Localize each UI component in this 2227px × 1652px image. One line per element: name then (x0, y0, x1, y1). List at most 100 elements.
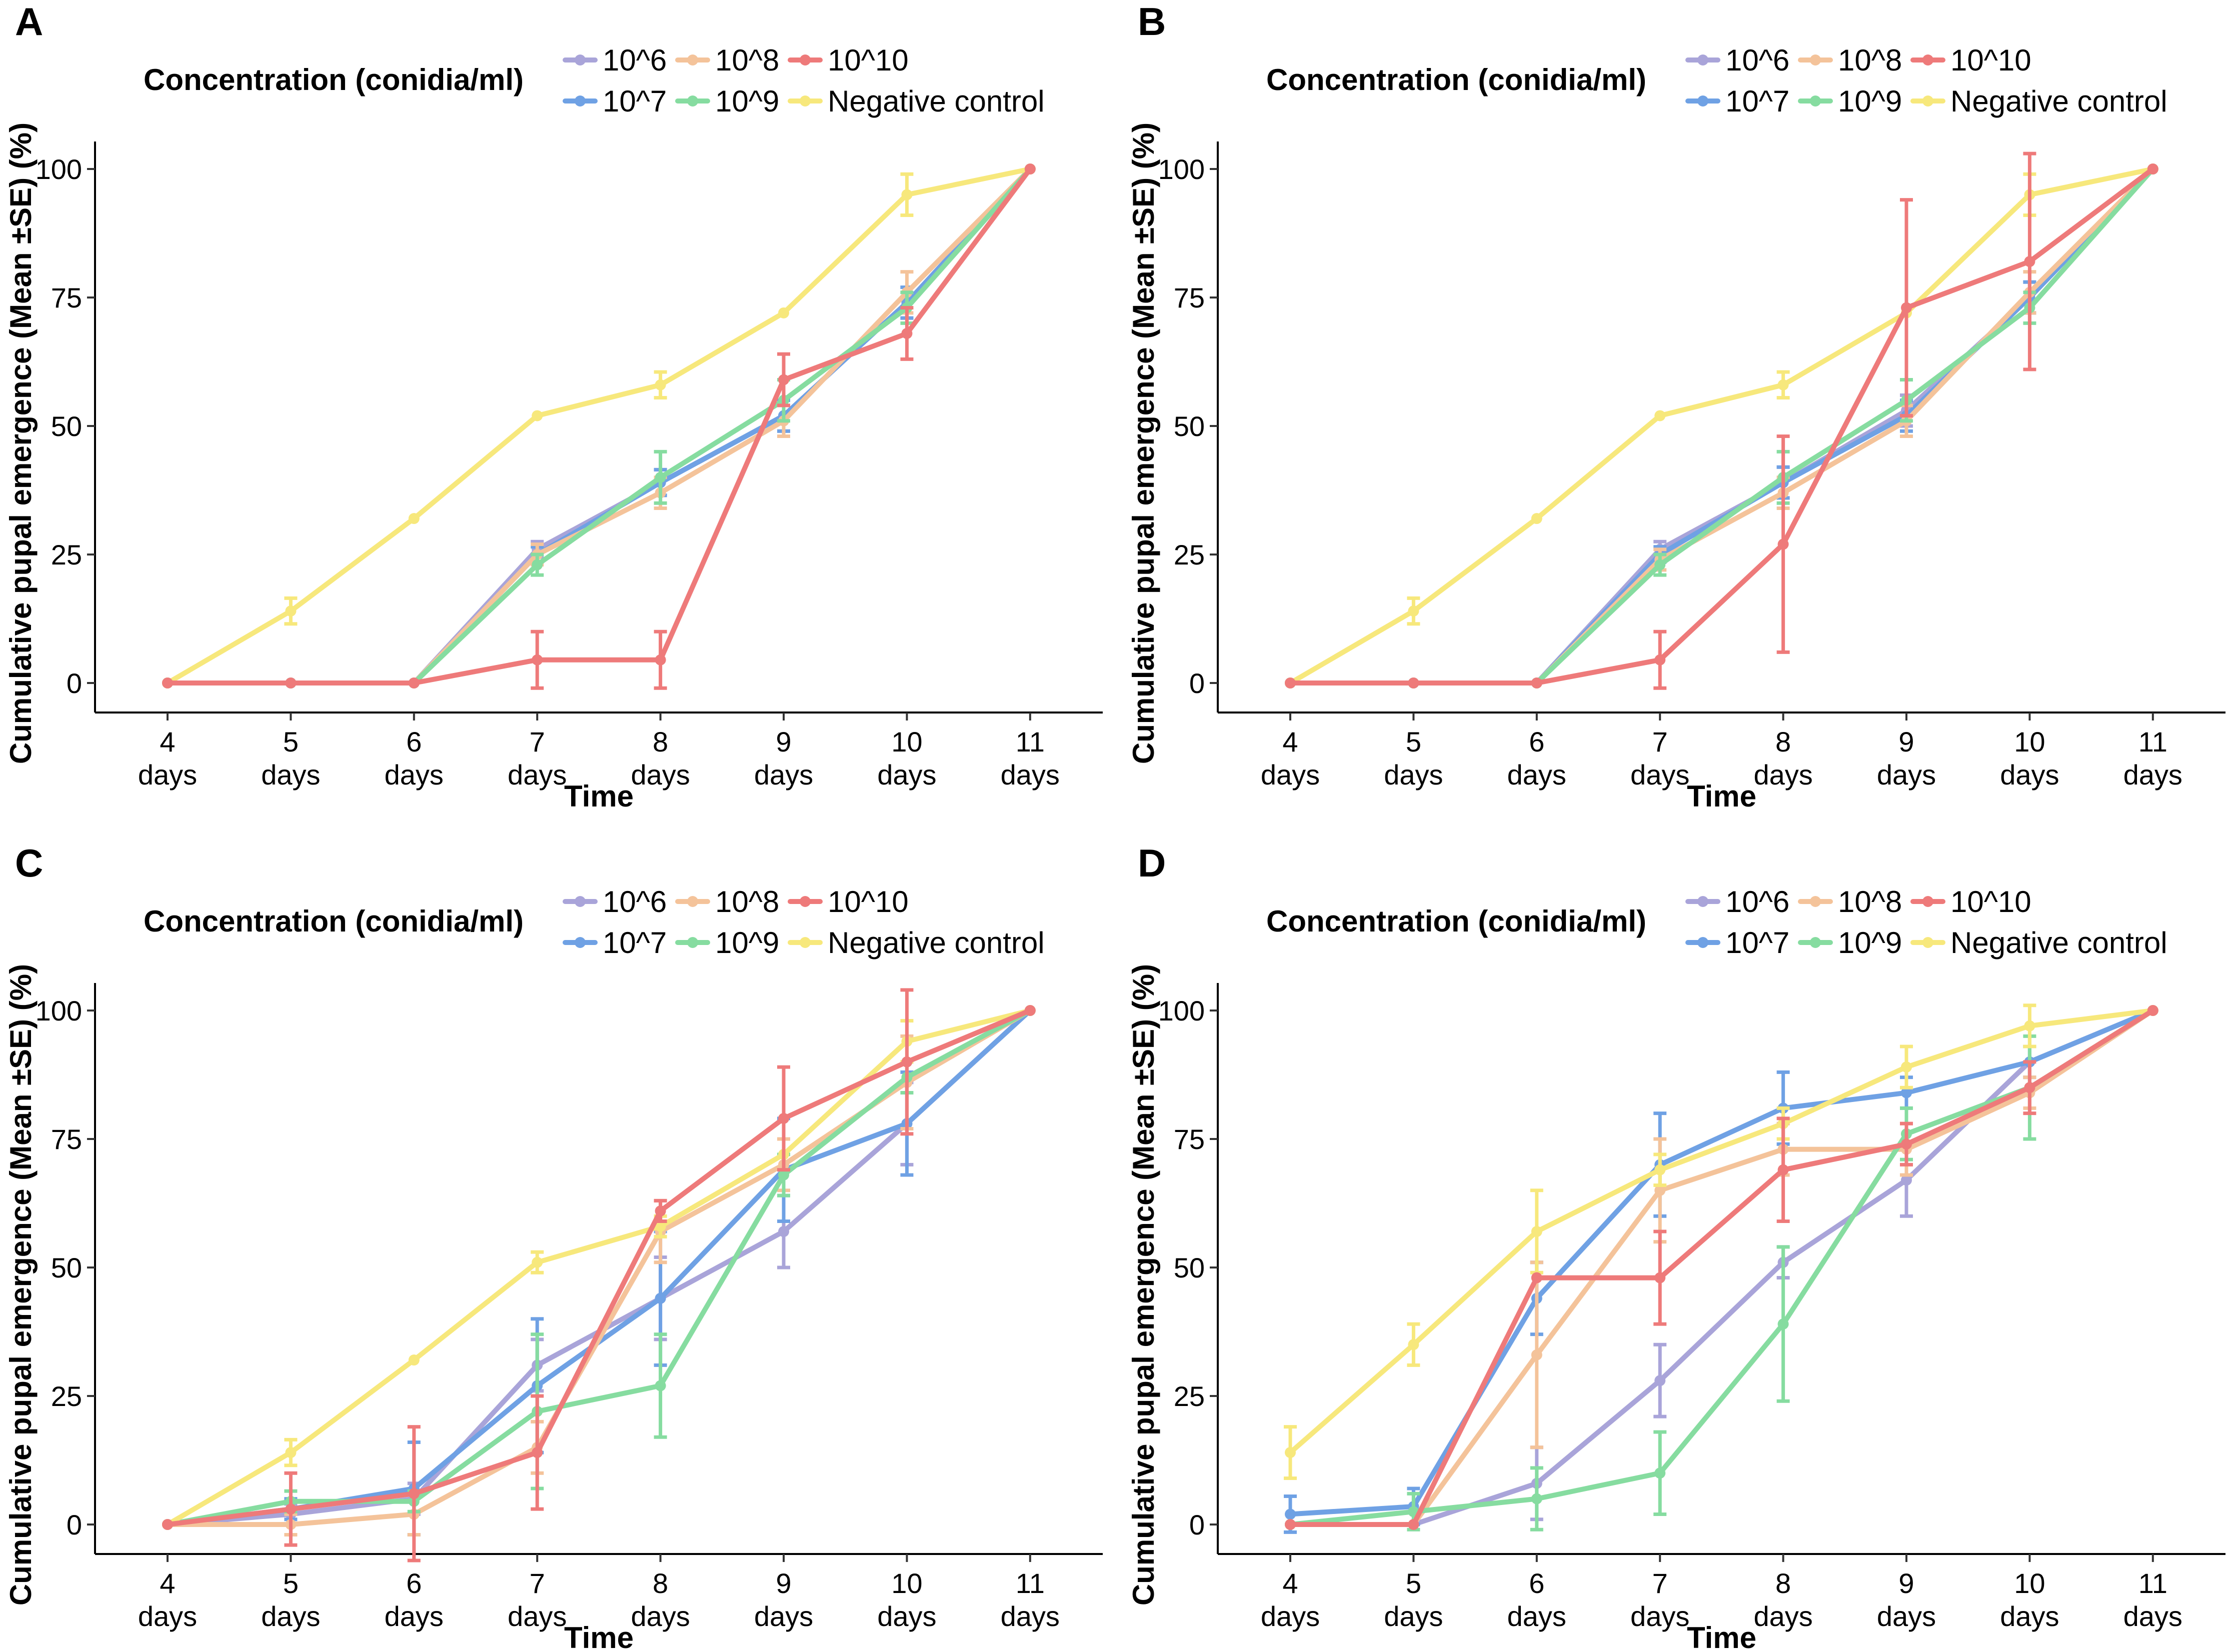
legend-key-point (1922, 896, 1933, 907)
x-tick-number: 11 (1016, 726, 1045, 758)
y-axis-title: Cumulative pupal emergence (Mean ±SE) (%… (4, 964, 38, 1606)
chart-panel-d: D Concentration (conidia/ml) 10^6 10^8 10^10… (1127, 841, 2225, 1652)
series-line (1288, 166, 2155, 686)
data-point (1531, 1226, 1542, 1238)
data-point (1654, 1468, 1666, 1479)
x-tick-unit: days (754, 1600, 813, 1632)
data-point (655, 1292, 666, 1304)
data-point (532, 559, 543, 570)
data-point (655, 472, 666, 483)
legend-entry: 10^10 (788, 44, 909, 77)
data-point (1531, 513, 1542, 524)
x-tick-label: 5 days (261, 1568, 320, 1632)
data-point (408, 1488, 420, 1500)
x-tick-unit: days (1877, 759, 1936, 790)
x-tick-number: 10 (2014, 726, 2045, 758)
x-axis-title: Time (1687, 780, 1756, 813)
legend-label: 10^10 (1950, 885, 2031, 918)
legend-entry: Negative control (788, 84, 1045, 118)
x-tick-label: 11 days (1001, 1568, 1060, 1632)
legend-label: 10^7 (603, 84, 667, 118)
x-tick-unit: days (2123, 1600, 2182, 1632)
x-tick-unit: days (138, 759, 197, 790)
legend-entry: 10^7 (563, 926, 667, 960)
series-negative-control (1285, 164, 2158, 688)
data-point (408, 1354, 420, 1366)
legend-label: 10^8 (715, 44, 779, 77)
x-tick-label: 4 days (1261, 1568, 1320, 1632)
legend-label: Negative control (828, 84, 1045, 118)
x-tick-unit: days (2000, 1600, 2059, 1632)
series-10-10 (162, 164, 1036, 690)
legend-title: Concentration (conidia/ml) (144, 904, 524, 938)
x-tick-unit: days (385, 1600, 444, 1632)
x-tick-number: 7 (1652, 726, 1668, 758)
legend-label: 10^6 (1725, 44, 1789, 77)
data-point (1531, 1493, 1542, 1504)
x-tick-unit: days (2000, 759, 2059, 790)
x-tick-number: 5 (1406, 726, 1421, 758)
x-tick-number: 9 (1898, 726, 1914, 758)
legend-label: 10^8 (1838, 44, 1902, 77)
x-tick-unit: days (1507, 759, 1566, 790)
data-point (285, 678, 297, 688)
y-tick-label: 75 (1174, 282, 1205, 314)
x-tick-unit: days (1877, 1600, 1936, 1632)
x-tick-number: 8 (653, 726, 668, 758)
x-axis-title: Time (564, 780, 634, 813)
x-tick-unit: days (631, 759, 690, 790)
x-tick-label: 5 days (1384, 1568, 1443, 1632)
x-tick-number: 8 (1775, 726, 1791, 758)
x-tick-label: 8 days (1753, 726, 1812, 790)
x-tick-unit: days (877, 759, 936, 790)
legend-key-point (1697, 896, 1708, 907)
x-tick-number: 10 (2014, 1568, 2045, 1599)
chart-panel-c: C Concentration (conidia/ml) 10^6 10^8 10^10… (4, 841, 1103, 1652)
data-point (655, 654, 666, 666)
legend-entry: 10^8 (1798, 885, 1902, 918)
legend-key-point (1697, 937, 1708, 948)
series-line (1288, 1008, 2155, 1527)
legend-key-point (687, 937, 698, 948)
data-point (1408, 1339, 1419, 1350)
legend-key-point (687, 54, 698, 66)
x-tick-label: 11 days (2123, 726, 2182, 790)
data-point (655, 1380, 666, 1392)
x-tick-label: 4 days (138, 726, 197, 790)
data-point (1777, 1318, 1789, 1330)
legend-key-point (1810, 96, 1821, 106)
series-line (165, 1008, 1033, 1527)
x-tick-unit: days (1261, 759, 1320, 790)
legend-key-point (1697, 96, 1708, 106)
legend-label: 10^7 (1725, 84, 1789, 118)
legend-label: 10^6 (603, 44, 667, 77)
y-tick-label: 25 (1174, 539, 1205, 570)
series-line (1288, 1008, 2155, 1527)
x-tick-label: 6 days (1507, 1568, 1566, 1632)
legend-key-point (687, 896, 698, 907)
legend-entry: 10^6 (563, 885, 667, 918)
series-10-10 (1285, 1005, 2158, 1530)
y-tick-label: 25 (51, 539, 82, 570)
x-tick-number: 8 (653, 1568, 668, 1599)
x-tick-number: 9 (1898, 1568, 1914, 1599)
x-tick-label: 7 days (508, 726, 567, 790)
x-tick-unit: days (1001, 759, 1060, 790)
y-axis-title: Cumulative pupal emergence (Mean ±SE) (%… (4, 122, 38, 764)
legend-entry: 10^8 (675, 885, 779, 918)
legend-key-point (575, 896, 586, 907)
legend-entry: 10^9 (1798, 926, 1902, 960)
x-tick-unit: days (877, 1600, 936, 1632)
data-point (1777, 379, 1789, 390)
legend-title: Concentration (conidia/ml) (1266, 63, 1646, 96)
data-point (778, 1169, 789, 1180)
data-point (1654, 1272, 1666, 1284)
x-tick-number: 4 (1282, 726, 1298, 758)
x-tick-label: 9 days (754, 726, 813, 790)
legend-entry: 10^10 (788, 885, 909, 918)
legend-key-point (800, 937, 811, 948)
legend-label: 10^10 (828, 885, 909, 918)
legend-key-point (1922, 96, 1933, 106)
legend-label: 10^8 (715, 885, 779, 918)
